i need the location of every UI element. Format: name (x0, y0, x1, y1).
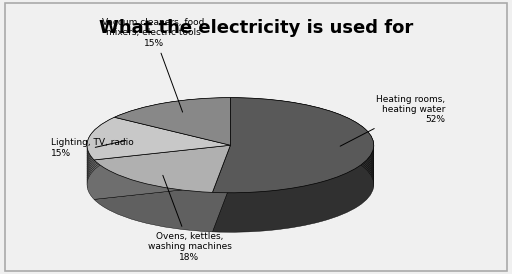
Wedge shape (114, 133, 230, 180)
Wedge shape (87, 128, 230, 171)
Text: Heating rooms,
heating water
52%: Heating rooms, heating water 52% (340, 95, 445, 146)
Wedge shape (212, 98, 374, 193)
Wedge shape (87, 117, 230, 160)
Wedge shape (87, 119, 230, 162)
Wedge shape (114, 104, 230, 152)
Wedge shape (94, 154, 230, 201)
Wedge shape (212, 126, 374, 221)
Wedge shape (94, 182, 230, 230)
Wedge shape (114, 124, 230, 172)
Wedge shape (87, 146, 230, 189)
Wedge shape (212, 135, 374, 230)
Wedge shape (212, 137, 374, 232)
Wedge shape (114, 102, 230, 150)
Wedge shape (114, 106, 230, 154)
Wedge shape (114, 109, 230, 156)
Wedge shape (94, 165, 230, 212)
Wedge shape (212, 104, 374, 199)
Wedge shape (94, 145, 230, 192)
Wedge shape (94, 147, 230, 195)
Wedge shape (87, 150, 230, 193)
Wedge shape (212, 109, 374, 204)
Wedge shape (87, 148, 230, 191)
Wedge shape (114, 100, 230, 147)
Wedge shape (114, 130, 230, 178)
Wedge shape (87, 157, 230, 199)
Wedge shape (212, 111, 374, 206)
Wedge shape (212, 124, 374, 219)
Wedge shape (212, 133, 374, 228)
Wedge shape (87, 135, 230, 178)
Wedge shape (114, 115, 230, 163)
Wedge shape (114, 126, 230, 174)
Wedge shape (94, 167, 230, 214)
Wedge shape (87, 117, 230, 160)
Wedge shape (87, 137, 230, 180)
Wedge shape (114, 122, 230, 169)
Wedge shape (94, 161, 230, 208)
Wedge shape (94, 180, 230, 227)
Wedge shape (94, 185, 230, 232)
Wedge shape (212, 106, 374, 202)
Wedge shape (212, 119, 374, 215)
Wedge shape (114, 137, 230, 185)
Wedge shape (212, 102, 374, 197)
Wedge shape (94, 163, 230, 210)
Text: Ovens, kettles,
washing machines
18%: Ovens, kettles, washing machines 18% (147, 175, 231, 261)
Wedge shape (94, 174, 230, 221)
Wedge shape (94, 172, 230, 219)
Wedge shape (94, 150, 230, 197)
Text: What the electricity is used for: What the electricity is used for (99, 19, 413, 37)
Wedge shape (114, 98, 230, 145)
Text: Lighting, TV, radio
15%: Lighting, TV, radio 15% (51, 138, 134, 158)
Wedge shape (87, 144, 230, 186)
Wedge shape (87, 124, 230, 167)
Wedge shape (114, 135, 230, 182)
Wedge shape (94, 145, 230, 192)
Wedge shape (114, 117, 230, 165)
Wedge shape (87, 139, 230, 182)
Wedge shape (212, 100, 374, 195)
Wedge shape (94, 169, 230, 216)
Wedge shape (212, 117, 374, 213)
Wedge shape (87, 122, 230, 164)
Wedge shape (212, 98, 374, 193)
Wedge shape (94, 156, 230, 203)
Wedge shape (87, 152, 230, 195)
Wedge shape (212, 122, 374, 217)
Wedge shape (94, 178, 230, 225)
Text: Vaccum cleaners, food
mixers, electric tools
15%: Vaccum cleaners, food mixers, electric t… (102, 18, 205, 112)
Wedge shape (114, 119, 230, 167)
Wedge shape (87, 141, 230, 184)
Wedge shape (114, 113, 230, 161)
Wedge shape (87, 155, 230, 197)
Wedge shape (87, 130, 230, 173)
Wedge shape (114, 111, 230, 158)
Wedge shape (212, 130, 374, 226)
Wedge shape (87, 126, 230, 169)
Wedge shape (114, 98, 230, 145)
Wedge shape (212, 128, 374, 224)
Wedge shape (94, 152, 230, 199)
Wedge shape (94, 176, 230, 223)
Wedge shape (87, 133, 230, 175)
Wedge shape (94, 158, 230, 206)
Wedge shape (212, 113, 374, 208)
Wedge shape (114, 128, 230, 176)
Wedge shape (212, 115, 374, 210)
